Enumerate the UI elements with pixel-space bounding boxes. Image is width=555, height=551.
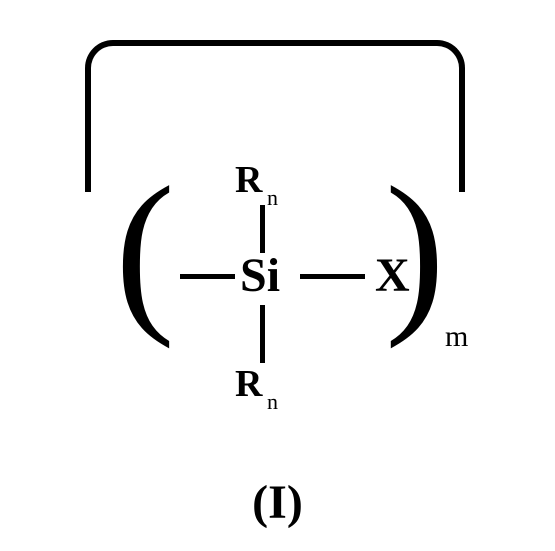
substituent-bottom-subscript: n [267, 389, 278, 415]
substituent-top-label: R [235, 158, 262, 202]
ring-bridge-right-stub [459, 164, 465, 192]
bond-right [300, 274, 365, 279]
repeat-subscript: m [445, 320, 468, 354]
atom-x: X [375, 248, 410, 303]
atom-silicon: Si [240, 248, 280, 303]
ring-bridge-left-stub [85, 164, 91, 192]
bond-top [260, 205, 265, 253]
chemical-structure-diagram: ( ) Si X R n R n m [75, 40, 480, 430]
bond-bottom [260, 305, 265, 363]
structure-caption: (I) [0, 475, 555, 530]
substituent-top-subscript: n [267, 185, 278, 211]
bond-left [180, 274, 235, 279]
bracket-left: ( [115, 160, 175, 340]
substituent-bottom-label: R [235, 362, 262, 406]
